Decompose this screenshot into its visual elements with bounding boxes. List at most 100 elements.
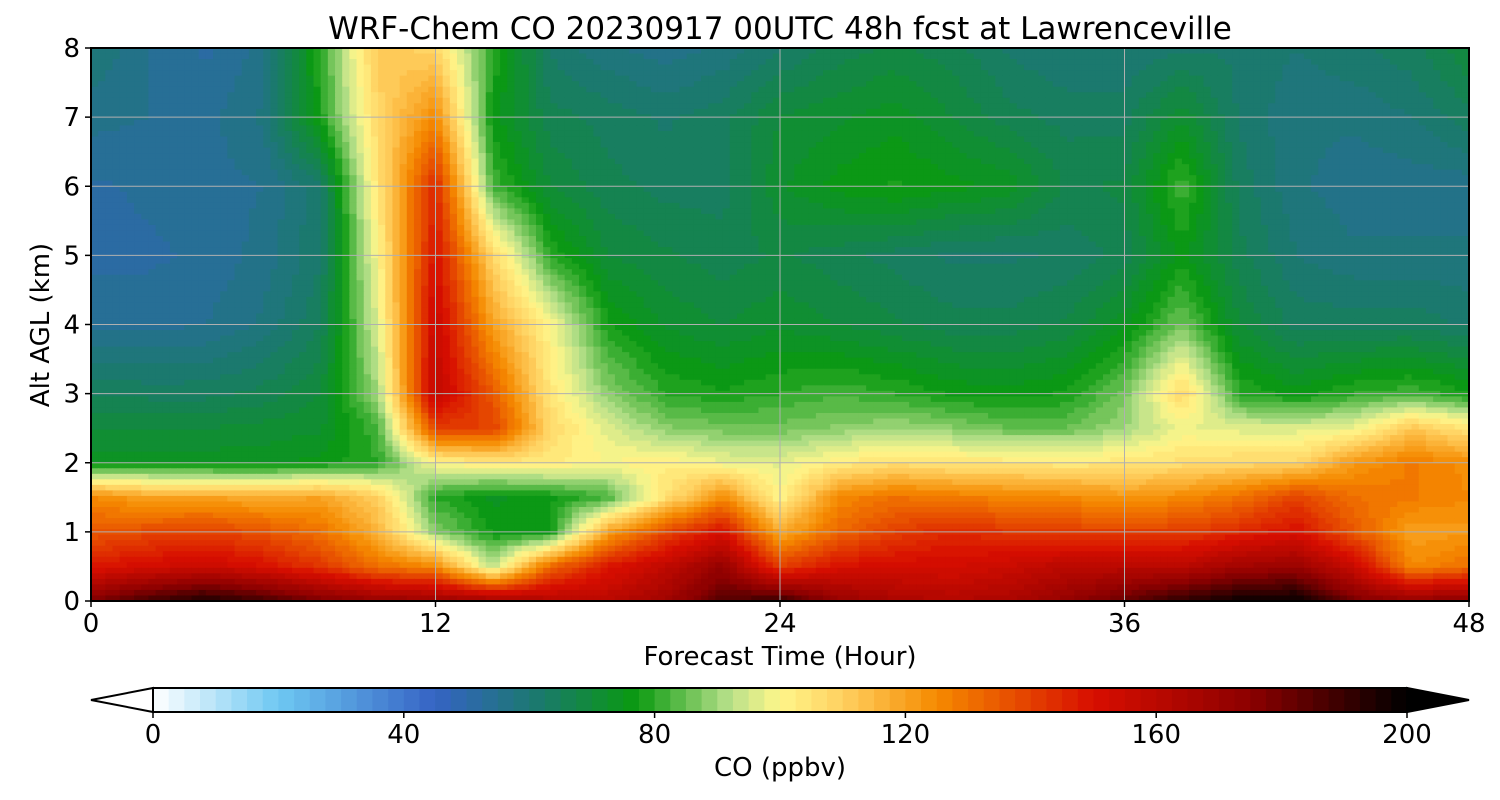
heat-cell: [98, 175, 106, 181]
heat-cell: [1340, 59, 1348, 65]
heat-cell: [450, 87, 458, 93]
heat-cell: [852, 109, 860, 115]
heat-cell: [105, 103, 113, 109]
heat-cell: [443, 76, 451, 82]
heat-cell: [1282, 186, 1290, 192]
heat-cell: [1053, 175, 1061, 181]
heat-cell: [1067, 125, 1075, 131]
heat-cell: [278, 59, 286, 65]
heat-cell: [629, 92, 637, 98]
heat-cell: [1325, 76, 1333, 82]
heat-cell: [1361, 175, 1369, 181]
heat-cell: [1318, 125, 1326, 131]
heat-cell: [845, 76, 853, 82]
heat-cell: [148, 186, 156, 192]
heat-cell: [651, 164, 659, 170]
heat-cell: [1325, 109, 1333, 115]
heat-cell: [98, 192, 106, 198]
heat-cell: [1419, 87, 1427, 93]
heat-cell: [1146, 175, 1154, 181]
heat-cell: [773, 186, 781, 192]
heat-cell: [758, 170, 766, 176]
heat-cell: [636, 103, 644, 109]
heat-cell: [120, 103, 128, 109]
heat-cell: [1103, 65, 1111, 71]
heat-cell: [845, 164, 853, 170]
heat-cell: [428, 170, 436, 176]
heat-cell: [378, 98, 386, 104]
heat-cell: [1189, 103, 1197, 109]
heat-cell: [1160, 109, 1168, 115]
heat-cell: [1218, 54, 1226, 60]
heat-cell: [1153, 153, 1161, 159]
heat-cell: [723, 54, 731, 60]
heat-cell: [1232, 131, 1240, 137]
heat-cell: [888, 103, 896, 109]
heat-cell: [672, 103, 680, 109]
heat-cell: [421, 76, 429, 82]
heat-cell: [1132, 148, 1140, 154]
heat-cell: [1146, 92, 1154, 98]
heat-cell: [163, 136, 171, 142]
heat-cell: [299, 175, 307, 181]
heat-cell: [1268, 92, 1276, 98]
heat-cell: [1053, 170, 1061, 176]
heat-cell: [672, 109, 680, 115]
heat-cell: [1440, 76, 1448, 82]
heat-cell: [141, 70, 149, 76]
heat-cell: [1340, 92, 1348, 98]
heat-cell: [249, 164, 257, 170]
heat-cell: [328, 164, 336, 170]
heat-cell: [981, 159, 989, 165]
heat-cell: [601, 92, 609, 98]
heat-cell: [730, 92, 738, 98]
heat-cell: [1211, 136, 1219, 142]
heat-cell: [1354, 59, 1362, 65]
heat-cell: [507, 186, 515, 192]
heat-cell: [529, 59, 537, 65]
heat-cell: [701, 98, 709, 104]
heat-cell: [1153, 103, 1161, 109]
heat-cell: [701, 175, 709, 181]
heat-cell: [493, 65, 501, 71]
heat-cell: [974, 81, 982, 87]
heat-cell: [385, 87, 393, 93]
heat-cell: [1074, 70, 1082, 76]
heat-cell: [1139, 153, 1147, 159]
heat-cell: [816, 164, 824, 170]
heat-cell: [730, 65, 738, 71]
heat-cell: [1426, 98, 1434, 104]
heat-cell: [837, 54, 845, 60]
heat-cell: [522, 153, 530, 159]
heat-cell: [141, 125, 149, 131]
heat-cell: [1160, 136, 1168, 142]
heat-cell: [1247, 153, 1255, 159]
heat-cell: [938, 65, 946, 71]
heat-cell: [1412, 148, 1420, 154]
heat-cell: [1038, 159, 1046, 165]
heat-cell: [1132, 59, 1140, 65]
heat-cell: [1282, 148, 1290, 154]
heat-cell: [751, 125, 759, 131]
heat-cell: [349, 103, 357, 109]
heat-cell: [909, 120, 917, 126]
heat-cell: [694, 65, 702, 71]
heat-cell: [105, 192, 113, 198]
heat-cell: [105, 153, 113, 159]
heat-cell: [414, 153, 422, 159]
heat-cell: [364, 170, 372, 176]
heat-cell: [1060, 148, 1068, 154]
heat-cell: [1139, 59, 1147, 65]
heat-cell: [91, 142, 99, 148]
heat-cell: [565, 54, 573, 60]
heat-cell: [1419, 54, 1427, 60]
heat-cell: [694, 92, 702, 98]
heat-cell: [134, 76, 142, 82]
heat-cell: [392, 136, 400, 142]
heat-cell: [1053, 109, 1061, 115]
heat-cell: [170, 175, 178, 181]
heat-cell: [220, 136, 228, 142]
heat-cell: [1455, 120, 1463, 126]
heat-cell: [924, 186, 932, 192]
heat-cell: [823, 87, 831, 93]
